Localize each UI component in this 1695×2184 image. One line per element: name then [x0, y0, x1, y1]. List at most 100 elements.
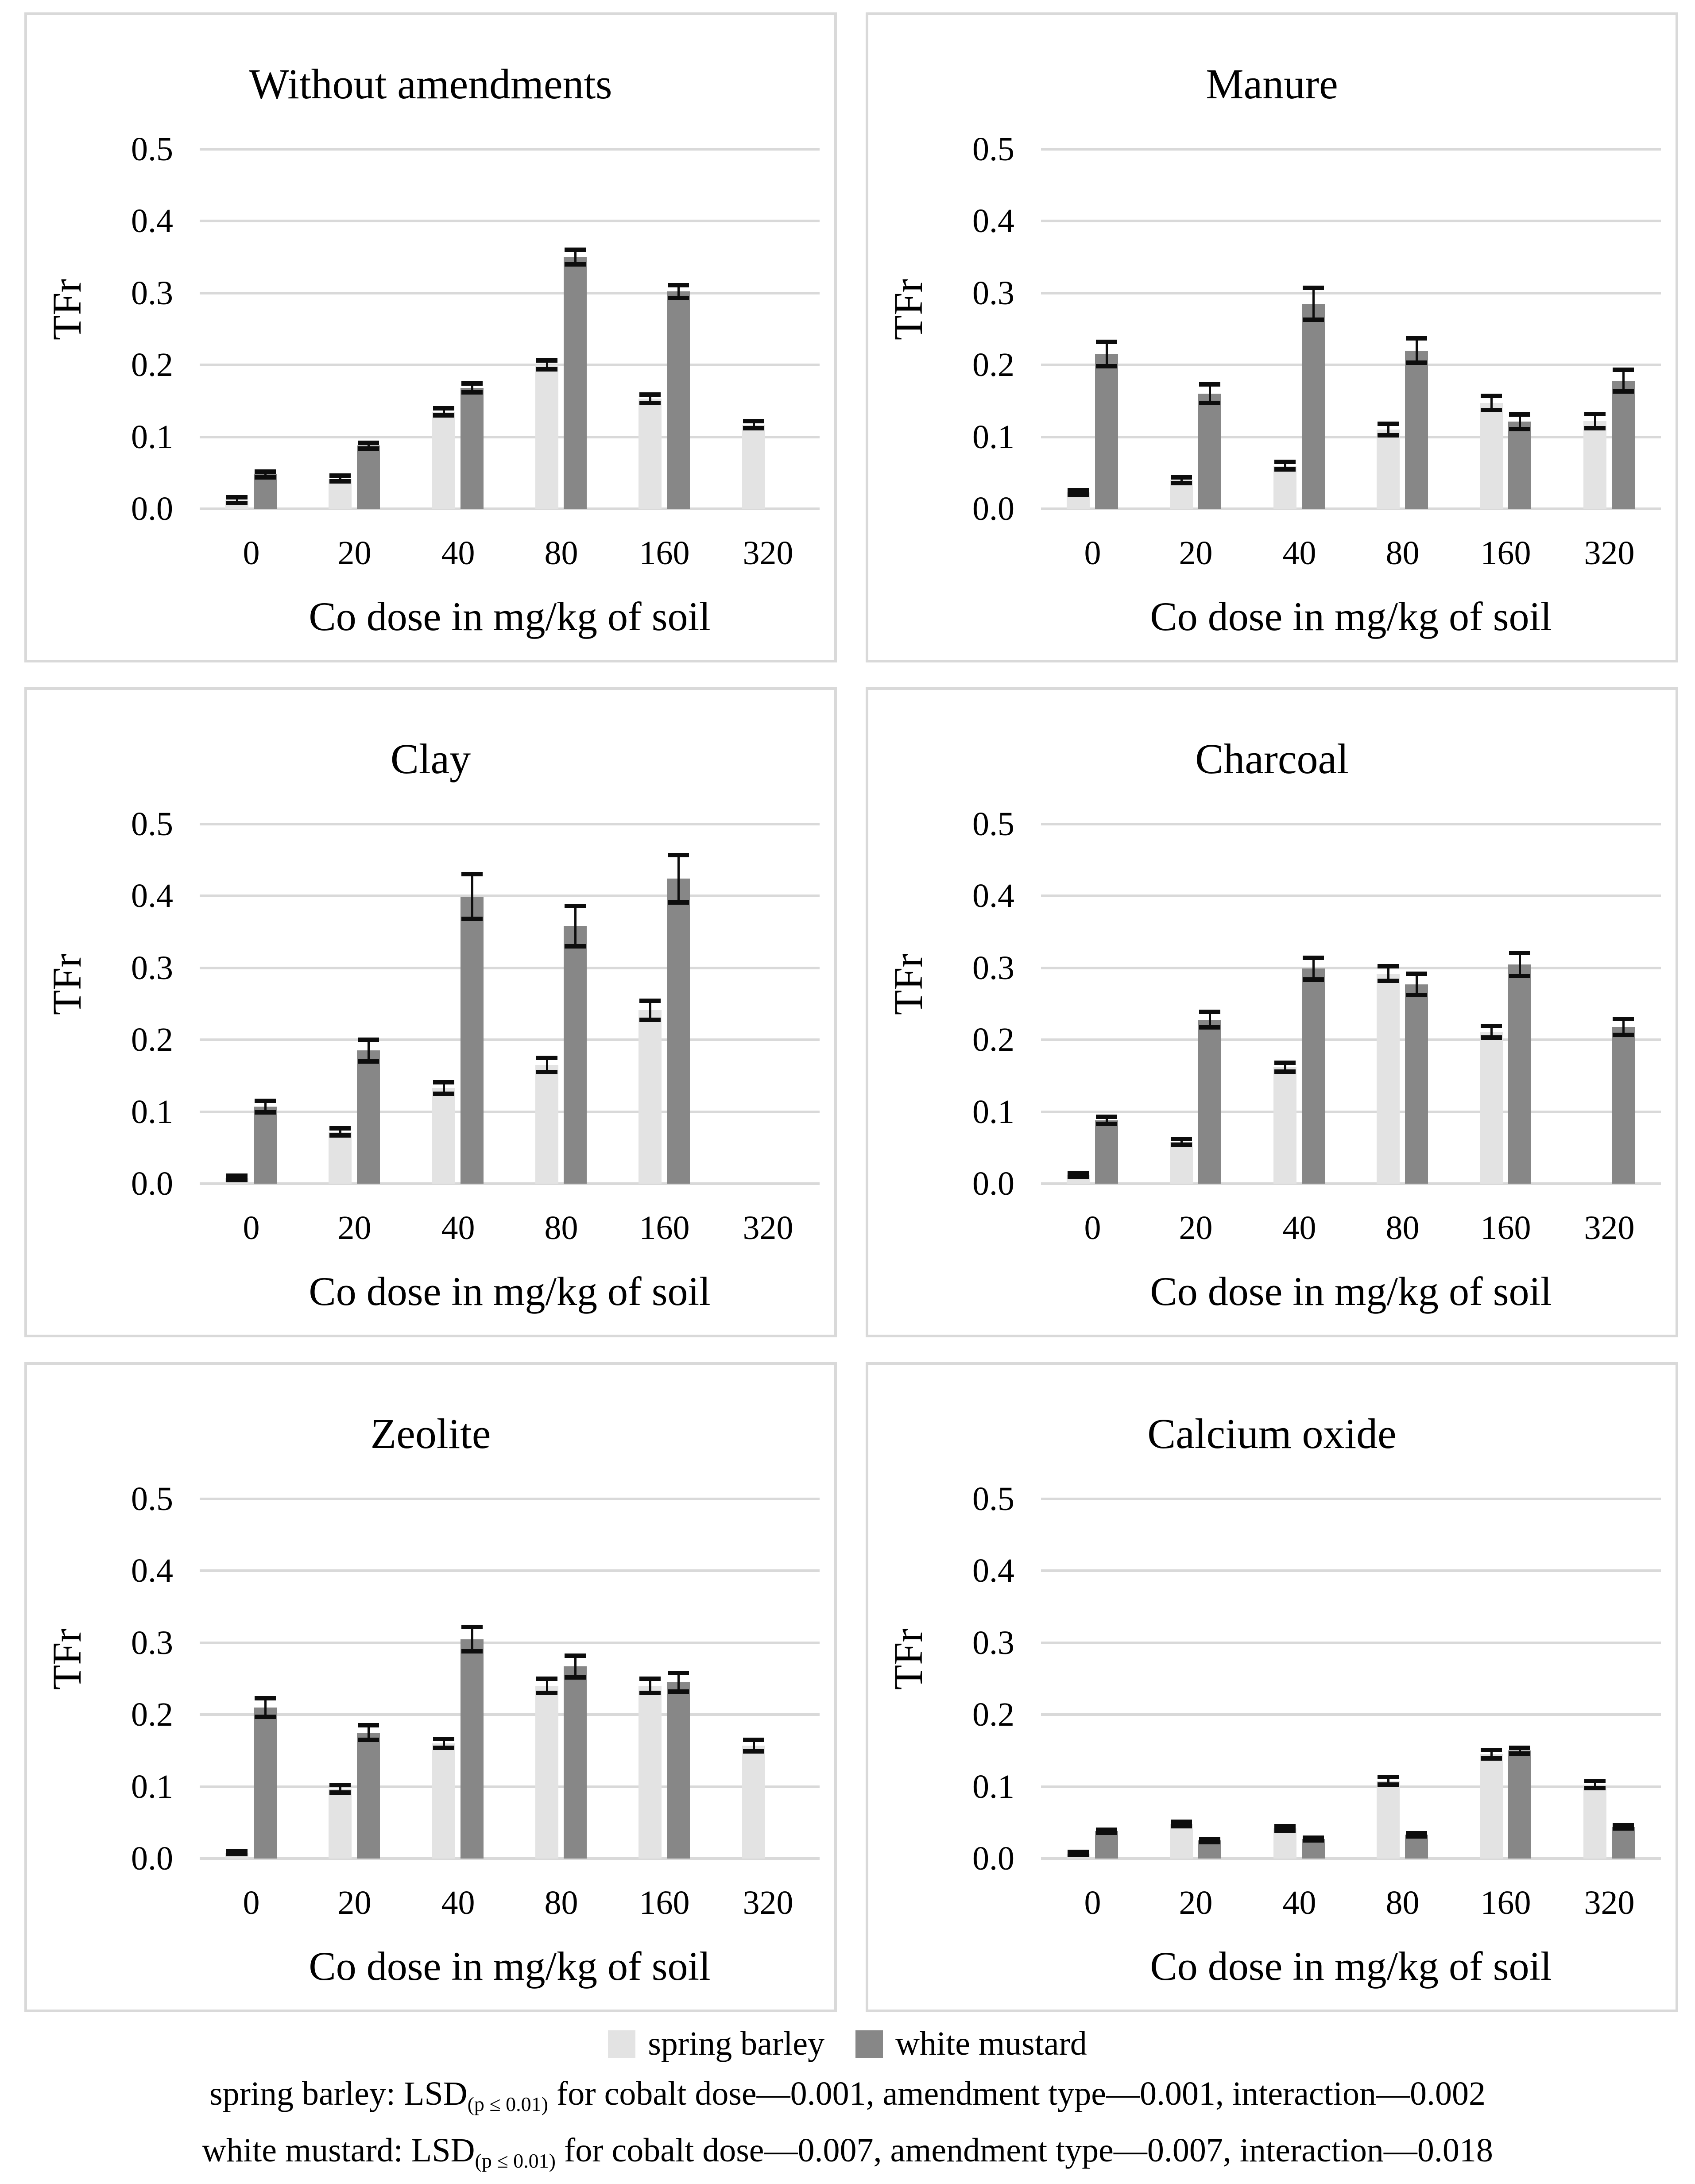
error-bar-cap	[565, 262, 586, 267]
y-tick-label: 0.4	[972, 1552, 1014, 1589]
bar-spring-barley	[639, 399, 662, 509]
bar-white-mustard	[254, 474, 277, 509]
error-bar-cap	[358, 1038, 379, 1042]
bar-spring-barley	[1273, 1828, 1296, 1859]
x-tick-label: 0	[1084, 1209, 1101, 1247]
x-tick-label: 0	[243, 534, 260, 572]
bar-white-mustard	[1612, 1827, 1635, 1859]
error-bar-cap	[743, 426, 764, 430]
error-bar-line	[1209, 384, 1211, 403]
error-bar-cap	[1481, 1024, 1502, 1028]
footnote-white-mustard: white mustard: LSD(p ≤ 0.01) for cobalt …	[0, 2127, 1695, 2184]
gridline	[1041, 507, 1661, 510]
gridline	[1041, 1498, 1661, 1500]
x-tick-label: 320	[1584, 1209, 1635, 1247]
error-bar-line	[264, 1698, 267, 1717]
gridline	[1041, 1038, 1661, 1041]
error-bar-cap	[461, 917, 483, 921]
bar-spring-barley	[1480, 1754, 1503, 1859]
error-bar-cap	[639, 999, 661, 1003]
error-bar-cap	[255, 1696, 276, 1700]
y-tick-label: 0.1	[131, 1093, 173, 1131]
gridline	[1041, 1785, 1661, 1788]
error-bar-cap	[1303, 956, 1324, 960]
x-tick-label: 80	[1385, 534, 1420, 572]
x-tick-label: 0	[243, 1209, 260, 1247]
x-tick-label: 0	[243, 1884, 260, 1921]
error-bar-cap	[1509, 412, 1530, 417]
error-bar-line	[1416, 974, 1418, 995]
error-bar-cap	[329, 473, 351, 478]
error-bar-cap	[743, 1749, 764, 1754]
bar-spring-barley	[742, 425, 765, 509]
error-bar-line	[1594, 414, 1596, 428]
error-bar-cap	[668, 1689, 689, 1694]
y-tick-label: 0.2	[972, 1021, 1014, 1058]
chart-title: Clay	[390, 735, 471, 782]
error-bar-line	[753, 1740, 755, 1751]
error-bar-cap	[668, 1671, 689, 1675]
plot-area	[1041, 110, 1661, 510]
gridline	[200, 823, 820, 825]
error-bar-cap	[1378, 1782, 1399, 1787]
charts-grid: Without amendments TFr Co dose in mg/kg …	[24, 12, 1678, 2012]
error-bar-cap	[1509, 1746, 1530, 1750]
bar-spring-barley	[1273, 1067, 1296, 1184]
error-bar-cap	[536, 1056, 557, 1060]
bar-spring-barley	[432, 1088, 455, 1184]
footnote-text: spring barley: LSD	[209, 2075, 468, 2112]
error-bar-line	[443, 1739, 445, 1748]
x-tick-label: 20	[1179, 1884, 1213, 1921]
x-tick-label: 40	[1282, 534, 1316, 572]
error-bar-cap	[1406, 972, 1427, 976]
error-bar-cap	[255, 1715, 276, 1719]
error-bar-cap	[639, 392, 661, 397]
bar-spring-barley	[1583, 421, 1606, 509]
error-bar-line	[1490, 1750, 1493, 1758]
error-bar-cap	[536, 1691, 557, 1695]
y-tick-label: 0.5	[972, 1480, 1014, 1518]
error-bar-cap	[536, 358, 557, 363]
bar-spring-barley	[1377, 1781, 1400, 1859]
legend-item-spring-barley: spring barley	[608, 2025, 824, 2063]
error-bar-cap	[1378, 1775, 1399, 1779]
gridline	[1041, 148, 1661, 151]
gridline	[200, 1038, 820, 1041]
bar-spring-barley	[535, 1065, 558, 1184]
bar-white-mustard	[1302, 968, 1325, 1184]
error-bar-cap	[668, 853, 689, 857]
bar-white-mustard	[667, 291, 690, 509]
gridline	[1041, 967, 1661, 969]
error-bar-cap	[1068, 492, 1089, 497]
error-bar-cap	[329, 1126, 351, 1131]
y-tick-label: 0.0	[972, 490, 1014, 527]
gridline	[1041, 1569, 1661, 1572]
x-tick-label: 320	[743, 1209, 793, 1247]
error-bar-cap	[1274, 1069, 1296, 1074]
x-axis-label: Co dose in mg/kg of soil	[309, 1944, 711, 1989]
y-tick-label: 0.1	[131, 1768, 173, 1805]
legend-swatch-white-mustard-icon	[855, 2030, 883, 2058]
error-bar-cap	[1096, 1122, 1117, 1126]
bar-white-mustard	[667, 1682, 690, 1859]
error-bar-line	[443, 408, 445, 415]
gridline	[200, 895, 820, 897]
plot-area	[1041, 1460, 1661, 1860]
gridline	[1041, 1182, 1661, 1185]
error-bar-line	[1284, 1063, 1286, 1072]
error-bar-cap	[1613, 1823, 1634, 1828]
error-bar-line	[1594, 1781, 1596, 1788]
error-bar-cap	[1274, 1061, 1296, 1065]
bar-white-mustard	[564, 1666, 587, 1859]
x-axis-label: Co dose in mg/kg of soil	[309, 1269, 711, 1314]
gridline	[1041, 220, 1661, 222]
x-tick-label: 20	[1179, 1209, 1213, 1247]
x-tick-label: 20	[1179, 534, 1213, 572]
error-bar-cap	[668, 283, 689, 287]
error-bar-line	[677, 855, 680, 902]
y-tick-label: 0.1	[972, 1768, 1014, 1805]
x-tick-label: 160	[1480, 1209, 1531, 1247]
error-bar-cap	[1481, 1756, 1502, 1761]
error-bar-line	[677, 1673, 680, 1692]
error-bar-cap	[565, 944, 586, 949]
